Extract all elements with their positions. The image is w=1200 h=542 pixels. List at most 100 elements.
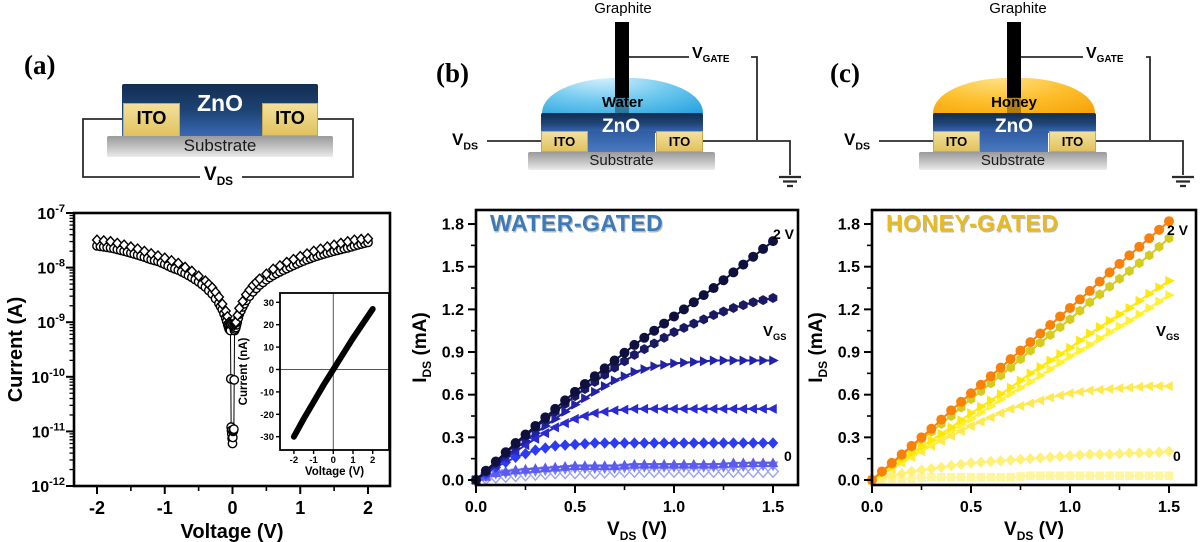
zno-layer-c [933, 113, 1096, 133]
svg-text:VDS (V): VDS (V) [607, 519, 667, 542]
svg-text:IDS (mA): IDS (mA) [410, 312, 434, 383]
svg-text:0.0: 0.0 [861, 499, 883, 516]
ito-electrode-b-right [656, 131, 703, 152]
panel-c-label: (c) [830, 58, 860, 88]
svg-text:0.6: 0.6 [838, 387, 860, 404]
svg-text:0.6: 0.6 [442, 387, 464, 404]
svg-text:Current (A): Current (A) [5, 297, 27, 403]
svg-text:1.2: 1.2 [442, 302, 464, 319]
substrate-a [107, 136, 333, 157]
svg-text:30: 30 [263, 298, 274, 309]
svg-text:-20: -20 [260, 410, 274, 421]
graphite-tip-b [615, 97, 629, 115]
gate-sweep-arrowhead-b [780, 245, 794, 262]
substrate-b [528, 152, 715, 170]
svg-text:1.2: 1.2 [838, 302, 860, 319]
zno-channel-b [587, 131, 655, 152]
svg-text:0.5: 0.5 [960, 499, 982, 516]
water-gated-title: WATER-GATED [490, 210, 664, 236]
svg-text:-1: -1 [309, 455, 318, 466]
svg-text:1: 1 [295, 498, 305, 518]
graphite-label-b: Graphite [594, 0, 652, 17]
ito-label-c-right: ITO [1061, 134, 1084, 149]
honey-label-c: Honey [991, 94, 1037, 111]
svg-text:10-11: 10-11 [32, 421, 65, 441]
zno-label-c: ZnO [995, 116, 1033, 137]
ito-label-b-left: ITO [553, 134, 576, 149]
wire-b-gate-down [751, 56, 758, 140]
svg-text:0.3: 0.3 [442, 430, 464, 447]
svg-text:2: 2 [363, 498, 373, 518]
ito-label-a-left: ITO [136, 108, 167, 128]
svg-text:-2: -2 [89, 498, 105, 518]
svg-text:-30: -30 [260, 432, 274, 443]
ito-label-b-right: ITO [668, 134, 691, 149]
wire-b-ito-ground [703, 140, 791, 175]
substrate-label-a: Substrate [183, 136, 257, 155]
panel-b-label: (b) [436, 58, 469, 88]
svg-text:20: 20 [263, 320, 274, 331]
svg-text:1.8: 1.8 [838, 217, 860, 234]
water-label-b: Water [601, 94, 644, 111]
svg-text:1.5: 1.5 [1158, 499, 1180, 516]
gate-max-annotation-b: 2 V [773, 226, 795, 242]
ito-electrode-c-left [933, 131, 980, 152]
vds-label-a: VDS [204, 164, 234, 188]
wire-c-ito-ground [1096, 140, 1184, 175]
svg-text:10: 10 [263, 343, 274, 354]
vgs-arrow-label-c: VGS [1156, 323, 1180, 342]
ground-symbol-c [1172, 175, 1194, 188]
svg-text:10-8: 10-8 [37, 258, 65, 278]
svg-text:0.5: 0.5 [564, 499, 586, 516]
ito-electrode-a-left [123, 103, 180, 137]
svg-text:0.0: 0.0 [442, 473, 464, 490]
vgate-label-c: VGATE [1086, 45, 1124, 66]
svg-text:0.0: 0.0 [838, 473, 860, 490]
svg-text:1.0: 1.0 [1059, 499, 1081, 516]
svg-text:1: 1 [350, 455, 356, 466]
svg-text:0.9: 0.9 [442, 345, 464, 362]
substrate-label-c: Substrate [980, 152, 1046, 169]
svg-text:1.5: 1.5 [442, 259, 464, 276]
svg-text:VDS (V): VDS (V) [1004, 519, 1064, 542]
vgate-label-b: VGATE [692, 45, 730, 66]
svg-text:1.0: 1.0 [663, 499, 685, 516]
svg-text:10-12: 10-12 [31, 476, 65, 496]
svg-text:0.3: 0.3 [838, 430, 860, 447]
gate-sweep-arrowhead-c [1179, 245, 1193, 262]
svg-text:10-10: 10-10 [31, 367, 65, 387]
honey-gated-title: HONEY-GATED [886, 210, 1059, 236]
vds-label-b: VDS [452, 130, 478, 153]
svg-text:0: 0 [269, 365, 274, 376]
svg-text:10-7: 10-7 [37, 203, 65, 223]
ito-label-c-left: ITO [945, 134, 968, 149]
panel-a-label: (a) [24, 50, 56, 80]
svg-text:Current (nA): Current (nA) [238, 337, 250, 405]
svg-text:Voltage (V): Voltage (V) [181, 521, 284, 542]
gate-max-annotation-c: 2 V [1167, 222, 1189, 238]
svg-text:0.0: 0.0 [465, 499, 487, 516]
gate-min-annotation-b: 0 [784, 448, 792, 464]
ito-label-a-right: ITO [275, 108, 305, 128]
zno-channel-c [980, 131, 1048, 152]
wire-c-gate-down [1146, 56, 1151, 140]
svg-text:IDS (mA): IDS (mA) [806, 312, 830, 383]
ito-electrode-a-right [262, 103, 318, 136]
svg-text:0: 0 [227, 498, 237, 518]
vds-label-c: VDS [844, 130, 870, 153]
graphite-electrode-c [1007, 22, 1021, 98]
svg-text:1.8: 1.8 [442, 217, 464, 234]
svg-text:1.5: 1.5 [762, 499, 784, 516]
svg-text:2: 2 [370, 455, 375, 466]
graphite-tip-c [1007, 97, 1021, 115]
svg-text:1.5: 1.5 [838, 259, 860, 276]
vgs-arrow-label-b: VGS [763, 323, 787, 342]
substrate-label-b: Substrate [589, 152, 654, 169]
svg-text:0.9: 0.9 [838, 345, 860, 362]
ground-symbol-b [779, 175, 801, 188]
zno-layer-b [541, 113, 703, 133]
svg-text:-10: -10 [260, 387, 274, 398]
zno-label-a: ZnO [197, 90, 243, 116]
svg-text:-1: -1 [157, 498, 173, 518]
